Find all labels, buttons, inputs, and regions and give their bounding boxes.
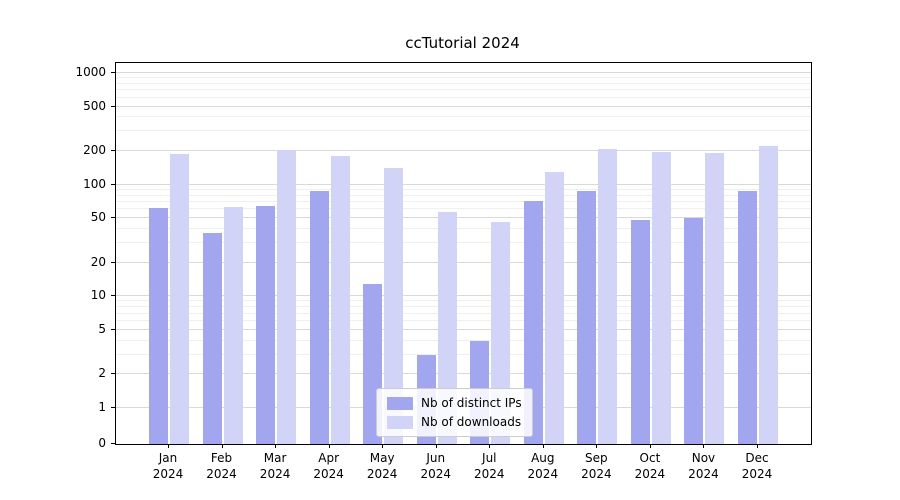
x-tick-mark	[596, 444, 598, 448]
bar-distinct-ips	[309, 191, 329, 444]
y-tick-mark	[111, 183, 115, 185]
bar-downloads	[330, 156, 350, 444]
legend-swatch-downloads	[387, 415, 413, 429]
x-tick-label: Mar 2024	[259, 451, 291, 481]
bar-distinct-ips	[256, 205, 276, 444]
x-tick-mark	[489, 444, 491, 448]
x-tick-label: Feb 2024	[206, 451, 237, 481]
y-tick-mark	[111, 217, 115, 219]
legend-item-distinct-ips: Nb of distinct IPs	[387, 396, 522, 410]
major-gridline	[116, 72, 811, 73]
y-tick-mark	[111, 407, 115, 408]
y-tick-label: 20	[90, 254, 106, 269]
x-tick-mark	[168, 444, 169, 448]
y-tick-label: 50	[90, 210, 106, 225]
y-tick-label: 500	[83, 98, 106, 113]
y-tick-label: 10	[90, 288, 106, 303]
legend-label-downloads: Nb of downloads	[421, 415, 522, 429]
legend-item-downloads: Nb of downloads	[387, 415, 522, 429]
x-tick-label: Sep 2024	[581, 451, 612, 481]
x-tick-label: Apr 2024	[313, 451, 344, 481]
y-tick-mark	[111, 443, 115, 444]
minor-gridline	[116, 89, 811, 91]
x-tick-mark	[435, 444, 437, 448]
y-tick-label: 1	[98, 400, 106, 414]
x-tick-label: Dec 2024	[741, 451, 773, 481]
minor-gridline	[116, 96, 811, 98]
bar-distinct-ips	[630, 220, 650, 444]
y-tick-mark	[111, 328, 115, 330]
bar-downloads	[705, 152, 725, 444]
bar-distinct-ips	[684, 218, 704, 444]
minor-gridline	[116, 82, 811, 84]
bar-downloads	[223, 207, 243, 444]
bar-distinct-ips	[523, 200, 543, 444]
y-tick-mark	[111, 150, 115, 152]
y-tick-label: 200	[83, 143, 106, 158]
minor-gridline	[116, 130, 811, 132]
x-tick-mark	[221, 444, 223, 448]
x-tick-mark	[382, 444, 384, 448]
minor-gridline	[116, 77, 811, 79]
bar-downloads	[598, 148, 618, 444]
x-tick-label: Jan 2024	[152, 451, 184, 481]
x-tick-mark	[275, 444, 277, 448]
major-gridline	[116, 150, 811, 152]
y-tick-label: 100	[83, 176, 106, 191]
x-tick-label: Oct 2024	[634, 451, 666, 481]
y-tick-mark	[111, 373, 115, 375]
minor-gridline	[116, 116, 811, 118]
y-tick-mark	[111, 105, 115, 107]
y-tick-label: 1000	[75, 65, 106, 79]
y-tick-mark	[111, 261, 115, 263]
x-tick-mark	[757, 444, 758, 448]
major-gridline	[116, 105, 811, 107]
bar-downloads	[384, 168, 404, 444]
legend-swatch-distinct-ips	[387, 396, 413, 410]
x-tick-mark	[703, 444, 705, 448]
bar-downloads	[651, 151, 671, 444]
bar-downloads	[170, 153, 189, 444]
x-tick-label: Aug 2024	[527, 451, 559, 481]
y-tick-mark	[111, 72, 115, 73]
x-tick-label: Jul 2024	[473, 451, 505, 481]
x-tick-mark	[542, 444, 544, 448]
x-tick-mark	[328, 444, 330, 448]
y-tick-label: 2	[98, 366, 106, 381]
bar-distinct-ips	[577, 191, 597, 444]
y-tick-label: 0	[98, 436, 106, 450]
y-tick-mark	[111, 295, 115, 297]
x-tick-label: Nov 2024	[688, 451, 719, 481]
bar-distinct-ips	[202, 232, 222, 444]
y-tick-label: 5	[98, 321, 106, 336]
x-tick-label: Jun 2024	[420, 451, 451, 481]
bar-downloads	[759, 146, 778, 444]
bar-downloads	[277, 149, 297, 444]
bar-downloads	[544, 171, 564, 444]
bar-distinct-ips	[738, 191, 757, 444]
legend-label-distinct-ips: Nb of distinct IPs	[421, 396, 522, 410]
legend: Nb of distinct IPs Nb of downloads	[376, 388, 533, 437]
bar-distinct-ips	[149, 207, 168, 444]
bar-downloads	[437, 211, 457, 444]
x-tick-label: May 2024	[366, 451, 398, 481]
chart-title: ccTutorial 2024	[405, 34, 520, 52]
x-tick-mark	[649, 444, 651, 448]
